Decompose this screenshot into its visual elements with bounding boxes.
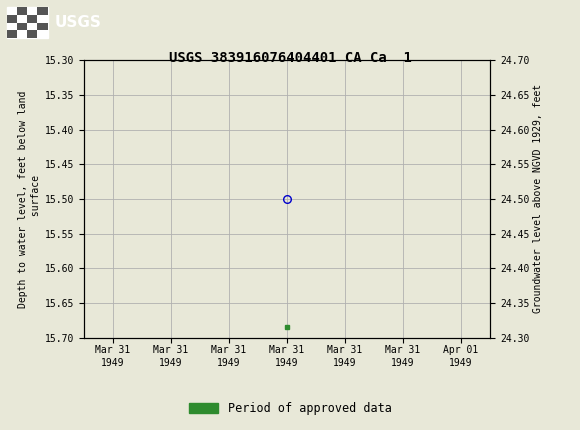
Bar bbox=[37, 7, 48, 15]
Bar bbox=[17, 22, 27, 31]
Legend: Period of approved data: Period of approved data bbox=[184, 397, 396, 420]
Text: USGS 383916076404401 CA Ca  1: USGS 383916076404401 CA Ca 1 bbox=[169, 51, 411, 65]
Bar bbox=[27, 15, 37, 22]
Bar bbox=[37, 22, 48, 31]
Text: USGS: USGS bbox=[55, 15, 102, 30]
Bar bbox=[7, 7, 48, 38]
Y-axis label: Groundwater level above NGVD 1929, feet: Groundwater level above NGVD 1929, feet bbox=[534, 84, 543, 313]
Bar bbox=[7, 31, 17, 38]
Bar bbox=[7, 15, 17, 22]
Bar bbox=[27, 31, 37, 38]
Bar bbox=[17, 7, 27, 15]
Y-axis label: Depth to water level, feet below land
 surface: Depth to water level, feet below land su… bbox=[19, 90, 41, 307]
